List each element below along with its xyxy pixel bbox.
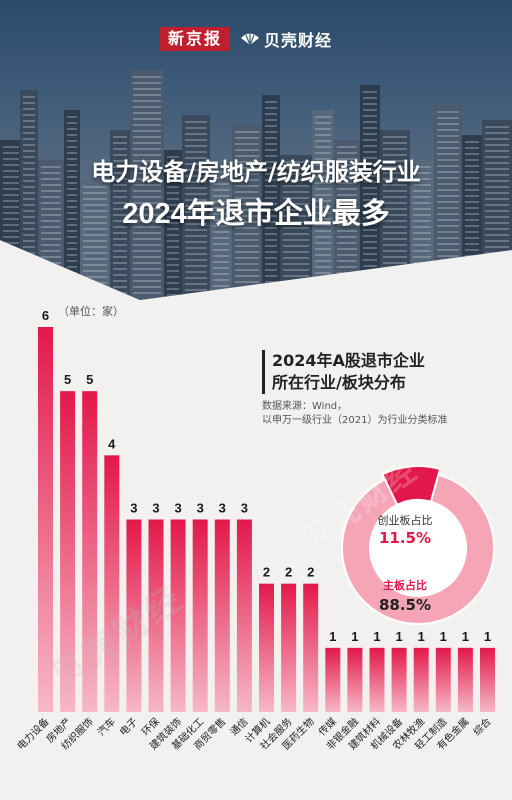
category-label: 建筑材料	[346, 715, 383, 752]
bar-value-label: 2	[263, 565, 270, 580]
skyline-building	[312, 110, 334, 300]
bar-value-label: 1	[462, 629, 469, 644]
category-label: 基础化工	[169, 715, 206, 752]
skyline-building	[182, 115, 210, 300]
category-label: 社会服务	[257, 715, 294, 752]
skyline-building	[64, 110, 80, 300]
skyline-building	[164, 150, 182, 300]
category-label: 轻工制造	[412, 715, 449, 752]
skyline-building	[130, 70, 164, 300]
category-label: 纺织服饰	[58, 715, 95, 752]
skyline-building	[210, 165, 232, 300]
category-label: 农林牧渔	[390, 715, 427, 752]
bar-value-label: 1	[351, 629, 358, 644]
bar-value-label: 3	[174, 501, 181, 516]
bar-value-label: 4	[108, 436, 116, 451]
bar-医药生物	[303, 583, 319, 712]
bar-value-label: 1	[395, 629, 402, 644]
category-label: 电子	[117, 715, 140, 738]
donut-info-panel: 2024年A股退市企业 所在行业/板块分布 数据来源：Wind， 以申万一级行业…	[262, 350, 502, 428]
bar-value-label: 3	[219, 501, 226, 516]
data-source-line1: 数据来源：Wind，	[262, 401, 348, 412]
watermark-2: 贝壳财经	[294, 451, 426, 559]
skyline-building	[20, 90, 38, 300]
category-label: 综合	[470, 715, 493, 738]
category-label: 环保	[139, 715, 162, 738]
bar-value-label: 3	[152, 501, 159, 516]
category-label: 传媒	[316, 716, 339, 739]
bar-value-label: 5	[64, 372, 71, 387]
beike-logo: 贝壳财经	[240, 27, 332, 51]
donut-label-gem-value: 11.5%	[379, 529, 431, 547]
bar-value-label: 3	[241, 501, 248, 516]
category-label: 商贸零售	[191, 715, 228, 752]
bar-基础化工	[192, 519, 208, 712]
category-label: 有色金属	[434, 715, 471, 752]
bar-value-label: 5	[86, 372, 93, 387]
category-label: 通信	[228, 716, 251, 739]
panel-title-line1: 2024年A股退市企业	[272, 351, 425, 370]
bar-有色金属	[457, 647, 473, 712]
bar-value-label: 1	[440, 629, 447, 644]
bar-value-label: 3	[130, 501, 137, 516]
donut-label-gem-name: 创业板占比	[378, 513, 433, 527]
skyline-building	[262, 95, 280, 300]
bar-value-label: 1	[373, 629, 380, 644]
donut-label-main-value: 88.5%	[379, 596, 431, 614]
xinjingbao-logo: 新京报	[160, 27, 231, 51]
brand-logos: 新京报 贝壳财经	[160, 26, 332, 52]
category-label: 汽车	[95, 715, 118, 738]
bar-综合	[480, 647, 495, 712]
category-label: 电力设备	[14, 715, 51, 752]
skyline-building	[360, 85, 380, 300]
headline-line2: 2024年退市企业最多	[122, 198, 390, 230]
category-label: 非银金融	[324, 715, 361, 752]
bar-value-label: 6	[42, 308, 49, 323]
bar-计算机	[259, 583, 274, 712]
bar-商贸零售	[214, 519, 230, 712]
category-label: 计算机	[242, 715, 272, 745]
bar-社会服务	[281, 583, 297, 712]
bar-value-label: 1	[329, 629, 336, 644]
bar-建筑材料	[369, 647, 385, 712]
skyline-building	[232, 125, 262, 300]
category-label: 房地产	[43, 715, 73, 745]
beike-logo-text: 贝壳财经	[264, 31, 333, 50]
bar-汽车	[104, 455, 120, 712]
unit-label: （单位：家）	[58, 305, 124, 318]
bar-农林牧渔	[413, 647, 429, 712]
category-label: 建筑装饰	[147, 715, 184, 752]
data-source: 数据来源：Wind， 以申万一级行业（2021）为行业分类标准	[262, 400, 502, 428]
shell-icon	[241, 33, 260, 46]
bar-value-label: 1	[418, 629, 425, 644]
watermark: 贝壳财经	[44, 577, 192, 698]
bar-传媒	[325, 647, 341, 712]
bar-轻工制造	[435, 647, 451, 712]
panel-title-line2: 所在行业/板块分布	[272, 373, 406, 392]
skyline-building	[110, 130, 130, 300]
bar-value-label: 1	[484, 629, 491, 644]
bar-机械设备	[391, 647, 407, 712]
skyline-building	[280, 155, 312, 300]
donut-hole	[371, 501, 465, 595]
category-label: 医药生物	[279, 715, 316, 752]
data-source-line2: 以申万一级行业（2021）为行业分类标准	[262, 415, 448, 426]
headline-line1: 电力设备/房地产/纺织服装行业	[91, 158, 421, 186]
bar-通信	[236, 519, 252, 712]
category-label: 机械设备	[368, 715, 405, 752]
bar-value-label: 3	[197, 501, 204, 516]
donut-label-main-name: 主板占比	[383, 578, 427, 592]
bar-value-label: 2	[307, 565, 314, 580]
panel-title: 2024年A股退市企业 所在行业/板块分布	[262, 350, 502, 394]
bar-value-label: 2	[285, 565, 292, 580]
bar-非银金融	[347, 647, 363, 712]
